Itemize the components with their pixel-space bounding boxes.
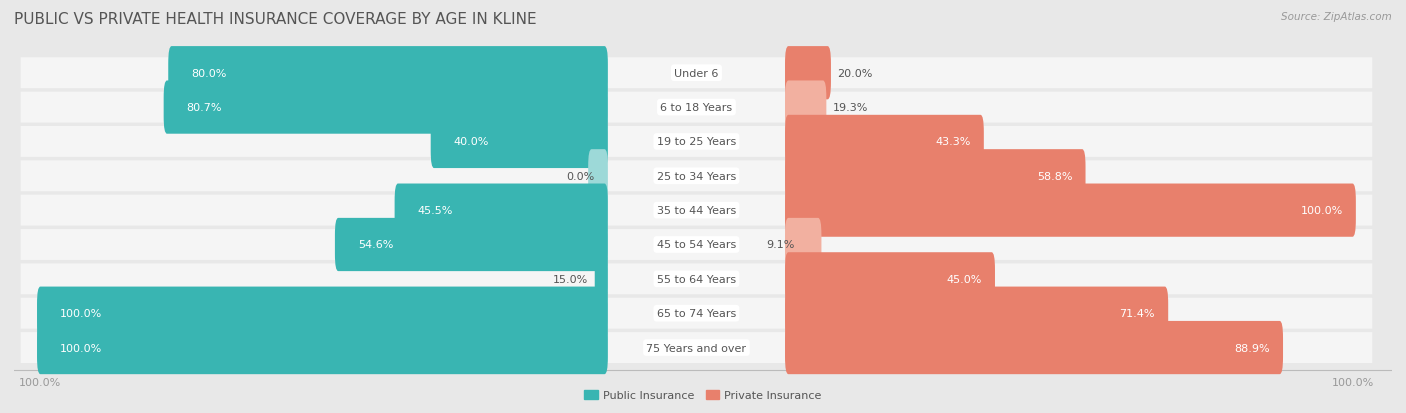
FancyBboxPatch shape bbox=[21, 93, 1372, 123]
Text: 19.3%: 19.3% bbox=[832, 103, 869, 113]
Text: 71.4%: 71.4% bbox=[1119, 309, 1156, 318]
Legend: Public Insurance, Private Insurance: Public Insurance, Private Insurance bbox=[579, 385, 827, 405]
FancyBboxPatch shape bbox=[21, 264, 1372, 294]
Text: 6 to 18 Years: 6 to 18 Years bbox=[661, 103, 733, 113]
Text: 100.0%: 100.0% bbox=[60, 343, 103, 353]
Text: 100.0%: 100.0% bbox=[60, 309, 103, 318]
Text: 55 to 64 Years: 55 to 64 Years bbox=[657, 274, 735, 284]
Text: 100.0%: 100.0% bbox=[1301, 206, 1343, 216]
Text: 88.9%: 88.9% bbox=[1234, 343, 1270, 353]
FancyBboxPatch shape bbox=[21, 298, 1372, 329]
Text: 35 to 44 Years: 35 to 44 Years bbox=[657, 206, 737, 216]
Text: 54.6%: 54.6% bbox=[359, 240, 394, 250]
Text: Source: ZipAtlas.com: Source: ZipAtlas.com bbox=[1281, 12, 1392, 22]
FancyBboxPatch shape bbox=[21, 127, 1372, 157]
Text: 40.0%: 40.0% bbox=[454, 137, 489, 147]
FancyBboxPatch shape bbox=[37, 287, 607, 340]
FancyBboxPatch shape bbox=[430, 116, 607, 169]
Text: 0.0%: 0.0% bbox=[567, 171, 595, 181]
FancyBboxPatch shape bbox=[335, 218, 607, 271]
Text: Under 6: Under 6 bbox=[675, 69, 718, 78]
Text: 45.5%: 45.5% bbox=[418, 206, 453, 216]
FancyBboxPatch shape bbox=[785, 116, 984, 169]
FancyBboxPatch shape bbox=[588, 150, 607, 203]
FancyBboxPatch shape bbox=[21, 230, 1372, 260]
FancyBboxPatch shape bbox=[21, 195, 1372, 226]
Text: 80.0%: 80.0% bbox=[191, 69, 226, 78]
FancyBboxPatch shape bbox=[169, 47, 607, 100]
FancyBboxPatch shape bbox=[21, 332, 1372, 363]
Text: 58.8%: 58.8% bbox=[1036, 171, 1073, 181]
Text: 45 to 54 Years: 45 to 54 Years bbox=[657, 240, 737, 250]
Text: 9.1%: 9.1% bbox=[766, 240, 794, 250]
FancyBboxPatch shape bbox=[785, 218, 821, 271]
Text: 20.0%: 20.0% bbox=[838, 69, 873, 78]
FancyBboxPatch shape bbox=[163, 81, 607, 134]
FancyBboxPatch shape bbox=[785, 81, 827, 134]
Text: 45.0%: 45.0% bbox=[946, 274, 981, 284]
FancyBboxPatch shape bbox=[785, 150, 1085, 203]
Text: 25 to 34 Years: 25 to 34 Years bbox=[657, 171, 737, 181]
FancyBboxPatch shape bbox=[395, 184, 607, 237]
FancyBboxPatch shape bbox=[785, 184, 1355, 237]
FancyBboxPatch shape bbox=[785, 287, 1168, 340]
FancyBboxPatch shape bbox=[785, 321, 1284, 374]
Text: 75 Years and over: 75 Years and over bbox=[647, 343, 747, 353]
Text: 19 to 25 Years: 19 to 25 Years bbox=[657, 137, 737, 147]
Text: PUBLIC VS PRIVATE HEALTH INSURANCE COVERAGE BY AGE IN KLINE: PUBLIC VS PRIVATE HEALTH INSURANCE COVER… bbox=[14, 12, 537, 27]
FancyBboxPatch shape bbox=[785, 47, 831, 100]
Text: 15.0%: 15.0% bbox=[553, 274, 588, 284]
FancyBboxPatch shape bbox=[21, 161, 1372, 192]
FancyBboxPatch shape bbox=[785, 253, 995, 306]
Text: 43.3%: 43.3% bbox=[935, 137, 970, 147]
FancyBboxPatch shape bbox=[37, 321, 607, 374]
FancyBboxPatch shape bbox=[21, 58, 1372, 89]
Text: 80.7%: 80.7% bbox=[187, 103, 222, 113]
Text: 65 to 74 Years: 65 to 74 Years bbox=[657, 309, 737, 318]
FancyBboxPatch shape bbox=[595, 253, 607, 306]
